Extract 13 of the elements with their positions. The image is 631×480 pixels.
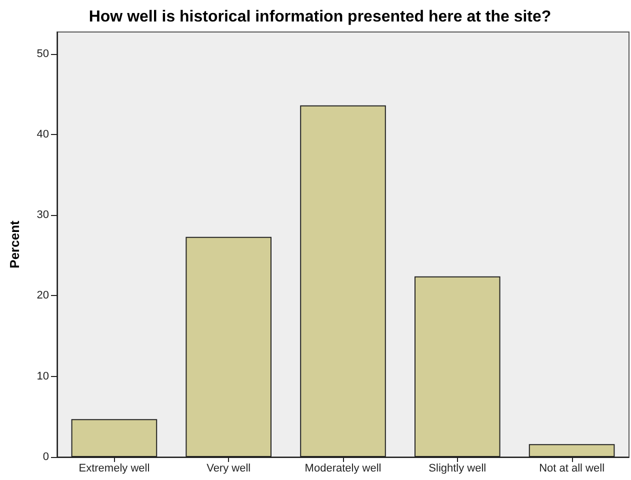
y-axis-title: Percent [7, 220, 22, 268]
x-tick-label: Very well [206, 462, 251, 474]
y-tick-label: 50 [36, 48, 49, 60]
x-tick-label: Extremely well [78, 462, 150, 474]
y-tick-label: 20 [36, 290, 49, 302]
chart-title: How well is historical information presented here at the site? [88, 8, 552, 26]
x-tick-label: Slightly well [428, 462, 486, 474]
y-tick-label: 40 [36, 128, 49, 140]
y-tick-label: 30 [36, 209, 49, 222]
x-tick-label: Moderately well [304, 462, 382, 474]
x-tick-label: Not at all well [539, 462, 605, 474]
y-tick-label: 10 [36, 370, 49, 382]
y-tick-label: 0 [42, 451, 49, 463]
